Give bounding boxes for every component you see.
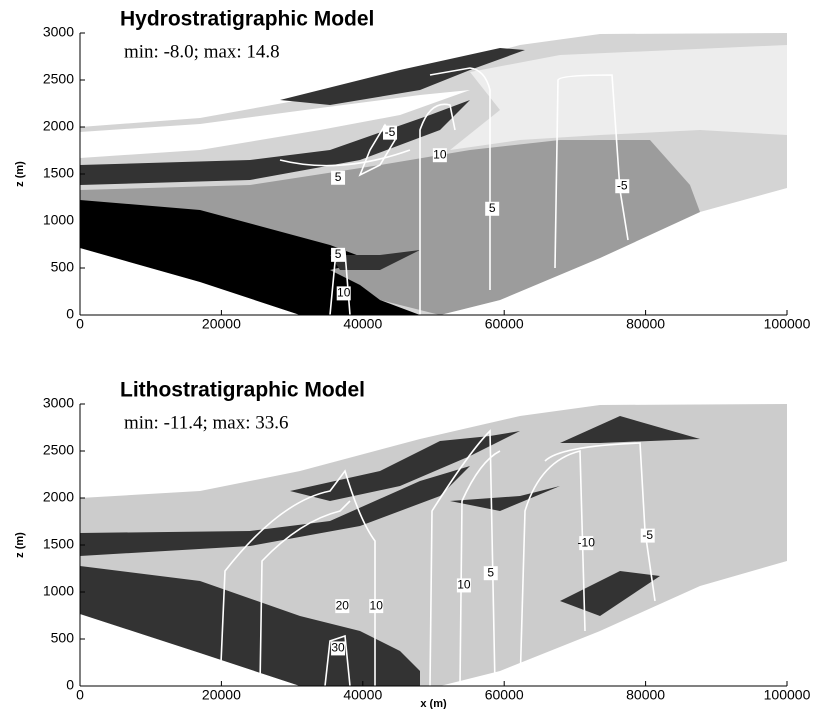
- contour-label: 5: [487, 565, 494, 579]
- x-tick-label: 100000: [764, 687, 811, 703]
- y-tick-label: 1000: [43, 583, 74, 599]
- y-tick-label: 2000: [43, 489, 74, 505]
- x-tick-label: 40000: [343, 316, 382, 332]
- y-axis-label: z (m): [14, 161, 26, 187]
- x-tick-label: 0: [76, 316, 84, 332]
- y-tick-label: 3000: [43, 395, 74, 411]
- chart-title: Hydrostratigraphic Model: [120, 8, 374, 31]
- y-axis-label: z (m): [14, 532, 26, 558]
- x-axis-label: x (m): [420, 698, 447, 709]
- x-tick-label: 60000: [485, 316, 524, 332]
- contour-label: 10: [433, 147, 447, 161]
- chart-title: Lithostratigraphic Model: [120, 379, 365, 402]
- contour-label: -5: [385, 125, 396, 139]
- y-tick-label: 3000: [43, 24, 74, 40]
- y-tick-label: 2500: [43, 442, 74, 458]
- layers-bottom: [80, 404, 787, 686]
- x-tick-label: 80000: [626, 687, 665, 703]
- x-tick-label: 100000: [764, 316, 811, 332]
- contour-label: 10: [457, 578, 471, 592]
- x-tick-label: 40000: [343, 687, 382, 703]
- contour-label: -5: [617, 178, 628, 192]
- x-tick-label: 80000: [626, 316, 665, 332]
- y-tick-label: 2000: [43, 118, 74, 134]
- contour-label: 5: [335, 247, 342, 261]
- contour-label: 20: [336, 598, 350, 612]
- y-tick-label: 500: [51, 259, 75, 275]
- y-tick-label: 1000: [43, 212, 74, 228]
- contour-label: 5: [489, 201, 496, 215]
- contour-label: 10: [370, 598, 384, 612]
- y-tick-label: 1500: [43, 536, 74, 552]
- chart-subtitle: min: -8.0; max: 14.8: [124, 41, 280, 62]
- y-tick-label: 0: [66, 677, 74, 693]
- chart-subtitle: min: -11.4; max: 33.6: [124, 412, 288, 433]
- y-tick-label: 1500: [43, 165, 74, 181]
- y-tick-label: 500: [51, 630, 75, 646]
- figure: 0500100015002000250030000200004000060000…: [0, 0, 815, 709]
- y-tick-label: 0: [66, 306, 74, 322]
- contour-label: -10: [578, 535, 596, 549]
- contour-label: 30: [331, 641, 345, 655]
- contour-label: -5: [642, 528, 653, 542]
- x-tick-label: 60000: [485, 687, 524, 703]
- layers-top: [80, 33, 787, 315]
- contour-label: 10: [337, 286, 351, 300]
- contour-label: 5: [335, 170, 342, 184]
- x-tick-label: 0: [76, 687, 84, 703]
- y-tick-label: 2500: [43, 71, 74, 87]
- x-tick-label: 20000: [202, 316, 241, 332]
- x-tick-label: 20000: [202, 687, 241, 703]
